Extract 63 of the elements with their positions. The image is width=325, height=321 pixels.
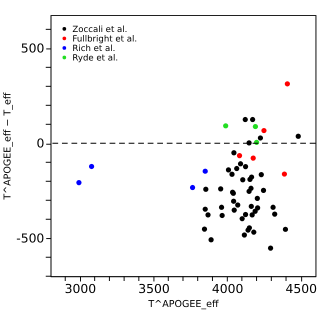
legend-label: Rich et al. <box>72 44 116 54</box>
point <box>234 166 240 172</box>
y-tick-label: 0 <box>36 136 44 151</box>
y-tick-label: 500 <box>20 40 44 56</box>
point <box>240 177 246 182</box>
point <box>202 168 208 174</box>
point <box>223 123 228 128</box>
point <box>254 196 260 201</box>
point <box>282 171 288 177</box>
point <box>231 198 236 204</box>
point <box>261 128 267 134</box>
point <box>203 186 208 192</box>
point <box>260 188 266 193</box>
point <box>268 246 274 251</box>
x-tick-label: 4000 <box>212 280 244 296</box>
point <box>250 116 256 122</box>
point <box>231 150 237 156</box>
legend-label: Fullbright et al. <box>72 34 138 44</box>
legend-label: Zoccali et al. <box>72 24 128 35</box>
point <box>250 155 256 161</box>
point <box>235 202 240 208</box>
point <box>258 135 264 141</box>
point <box>282 226 288 232</box>
point <box>247 176 253 182</box>
point <box>240 216 245 222</box>
point <box>190 184 196 190</box>
point <box>218 204 224 210</box>
point <box>246 188 252 194</box>
point <box>236 153 242 158</box>
x-tick-label: 3000 <box>64 280 96 296</box>
legend-label: Ryde et al. <box>72 53 118 64</box>
point <box>76 180 82 186</box>
point <box>205 212 211 218</box>
point <box>220 212 225 218</box>
point <box>242 164 248 170</box>
x-axis-title: T^APOGEE_eff <box>147 299 219 310</box>
point <box>88 164 94 170</box>
point <box>232 208 237 213</box>
point <box>229 172 235 177</box>
point <box>238 161 244 166</box>
x-tick-label: 3500 <box>138 280 170 296</box>
point <box>248 204 254 209</box>
point <box>250 212 255 218</box>
point <box>251 230 256 235</box>
point <box>245 227 251 233</box>
point <box>252 208 258 214</box>
point <box>296 134 301 139</box>
point <box>258 172 264 178</box>
point <box>284 81 290 86</box>
point <box>202 226 208 232</box>
point <box>226 167 232 172</box>
x-tick-label: 4500 <box>285 280 318 296</box>
point <box>242 232 247 238</box>
point <box>218 186 224 192</box>
point <box>252 124 258 130</box>
point <box>202 206 208 212</box>
point <box>242 212 248 218</box>
point <box>272 212 278 217</box>
point <box>208 237 214 242</box>
point <box>270 204 276 210</box>
y-axis-title: T^APOGEE_eff − T_eff <box>2 92 14 201</box>
point <box>242 116 248 122</box>
y-tick-label: -500 <box>16 230 44 246</box>
